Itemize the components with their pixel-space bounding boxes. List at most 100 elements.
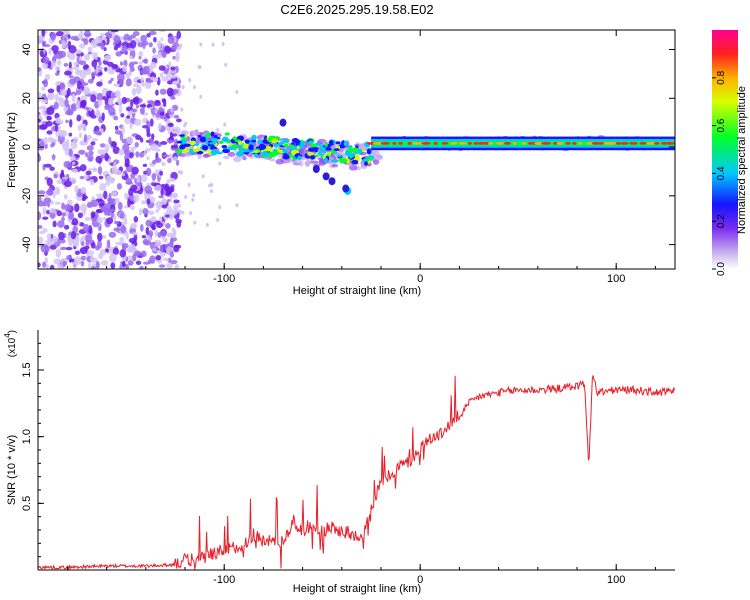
- noise-speck: [119, 132, 124, 141]
- noise-speck: [218, 205, 222, 210]
- noise-speck: [62, 261, 68, 266]
- noise-speck: [181, 85, 185, 90]
- carrier-peak: [398, 142, 403, 145]
- noise-speck: [138, 61, 143, 65]
- noise-speck: [107, 158, 112, 164]
- noise-speck: [158, 264, 166, 268]
- noise-speck: [144, 185, 153, 193]
- side-blob: [342, 184, 350, 193]
- colorbar-gradient: [712, 30, 738, 269]
- snr-series-line: [38, 375, 675, 570]
- noise-speck: [142, 239, 149, 245]
- noise-speck: [54, 124, 59, 132]
- noise-speck: [68, 211, 75, 220]
- noise-speck: [97, 99, 103, 107]
- signal-blob: [199, 136, 207, 143]
- noise-speck: [54, 186, 61, 196]
- noise-speck: [69, 78, 77, 85]
- signal-blob: [353, 154, 360, 159]
- carrier-peak: [527, 142, 533, 145]
- noise-speck: [148, 42, 153, 48]
- noise-speck: [114, 125, 119, 131]
- noise-speck: [139, 137, 144, 143]
- carrier-peak: [639, 142, 647, 145]
- noise-speck: [88, 150, 94, 156]
- signal-envelope: [373, 154, 384, 161]
- noise-speck: [159, 30, 167, 33]
- noise-speck: [39, 124, 48, 130]
- noise-speck: [169, 209, 178, 216]
- noise-speck: [56, 85, 61, 93]
- noise-speck: [90, 199, 99, 208]
- noise-speck: [74, 185, 79, 194]
- noise-speck: [108, 192, 112, 202]
- noise-speck: [132, 61, 139, 65]
- signal-blob: [336, 145, 341, 149]
- noise-speck: [129, 66, 135, 72]
- noise-speck: [171, 44, 177, 51]
- noise-speck: [80, 115, 84, 121]
- noise-speck: [50, 143, 54, 148]
- noise-speck: [108, 80, 112, 84]
- colorbar-label: Normalized spectral amplitude: [736, 86, 748, 234]
- noise-speck: [60, 89, 68, 96]
- noise-speck: [159, 72, 164, 78]
- noise-speck: [132, 83, 140, 88]
- noise-speck: [192, 85, 196, 90]
- noise-speck: [119, 61, 123, 66]
- noise-speck: [153, 36, 157, 43]
- noise-speck: [78, 132, 83, 139]
- noise-speck: [140, 77, 144, 84]
- noise-speck: [39, 50, 44, 58]
- noise-speck: [46, 115, 52, 121]
- noise-speck: [133, 215, 139, 223]
- noise-speck: [64, 70, 72, 76]
- noise-speck: [82, 89, 90, 94]
- noise-speck: [70, 154, 76, 161]
- noise-speck: [154, 184, 162, 192]
- noise-speck: [130, 99, 134, 108]
- noise-speck: [89, 178, 95, 186]
- noise-speck: [63, 62, 69, 67]
- signal-blob: [270, 138, 279, 144]
- noise-speck: [121, 96, 127, 104]
- noise-speck: [110, 77, 114, 82]
- noise-speck: [119, 249, 127, 258]
- noise-speck: [113, 115, 119, 121]
- signal-envelope: [372, 159, 380, 165]
- noise-speck: [161, 51, 167, 59]
- noise-speck: [180, 107, 184, 112]
- noise-speck: [150, 76, 155, 81]
- carrier-peak: [654, 142, 660, 145]
- noise-speck: [140, 106, 145, 115]
- noise-speck: [161, 98, 166, 103]
- noise-speck: [97, 240, 103, 249]
- noise-speck: [58, 129, 67, 138]
- spectrogram-frame: [37, 29, 676, 270]
- noise-speck: [75, 49, 82, 55]
- noise-speck: [57, 220, 65, 228]
- noise-speck: [178, 209, 182, 214]
- x-tick-label: -100: [213, 273, 235, 285]
- side-blob: [312, 165, 320, 174]
- noise-speck: [74, 203, 80, 213]
- spectrogram-y-label: Frequency (Hz): [6, 112, 18, 188]
- noise-speck: [159, 170, 164, 176]
- noise-speck: [82, 223, 90, 233]
- noise-speck: [103, 55, 111, 62]
- noise-speck: [133, 118, 142, 126]
- noise-speck: [81, 99, 87, 107]
- noise-speck: [169, 239, 174, 248]
- noise-speck: [159, 112, 164, 116]
- noise-speck: [130, 39, 137, 49]
- noise-speck: [132, 31, 140, 37]
- noise-speck: [73, 62, 80, 66]
- noise-speck: [56, 210, 62, 217]
- carrier-peak: [496, 142, 504, 145]
- noise-speck: [65, 246, 73, 251]
- noise-speck: [113, 227, 121, 232]
- noise-speck: [60, 169, 65, 177]
- noise-speck: [161, 198, 168, 205]
- noise-speck: [78, 149, 86, 155]
